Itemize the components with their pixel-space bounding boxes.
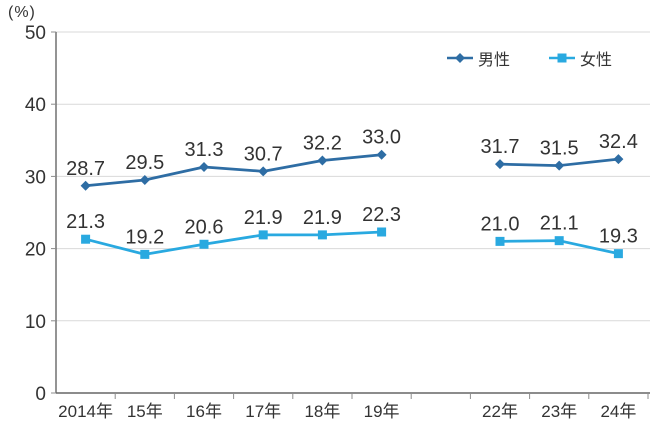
data-point-diamond bbox=[317, 155, 328, 166]
x-tick-label: 16年 bbox=[186, 402, 222, 421]
x-tick-label: 22年 bbox=[482, 402, 518, 421]
male-series-marker-icon bbox=[447, 53, 473, 63]
x-tick-label: 18年 bbox=[304, 402, 340, 421]
data-point-square bbox=[140, 249, 150, 259]
data-label: 30.7 bbox=[244, 143, 283, 165]
data-point-square bbox=[554, 236, 564, 246]
data-label: 19.2 bbox=[125, 226, 164, 248]
data-point-square bbox=[258, 230, 268, 240]
y-tick-label: 0 bbox=[35, 384, 46, 405]
data-label: 31.5 bbox=[540, 138, 579, 160]
y-tick-label: 10 bbox=[25, 312, 46, 333]
data-label: 21.9 bbox=[303, 207, 342, 229]
data-point-diamond bbox=[80, 180, 91, 191]
legend: 男性 女性 bbox=[446, 46, 612, 70]
y-tick-label: 20 bbox=[25, 240, 46, 261]
data-label: 21.0 bbox=[481, 213, 520, 235]
x-tick-label: 15年 bbox=[127, 402, 163, 421]
y-tick-label: 30 bbox=[25, 167, 46, 188]
data-label: 31.3 bbox=[185, 139, 224, 161]
series-female: 21.3 19.2 20.6 21.9 21.9 22.3 21.0 21.1 19.3 bbox=[66, 204, 638, 259]
x-tick-label: 17年 bbox=[245, 402, 281, 421]
data-point-diamond bbox=[376, 149, 387, 160]
gridlines bbox=[56, 31, 650, 322]
data-label: 28.7 bbox=[66, 158, 105, 180]
data-point-diamond bbox=[495, 159, 505, 170]
data-point-diamond bbox=[199, 162, 209, 173]
data-label: 20.6 bbox=[185, 216, 224, 238]
x-axis: 2014年 15年 16年 17年 18年 19年 22年 23年 24年 bbox=[56, 392, 650, 421]
data-label: 21.1 bbox=[540, 213, 579, 235]
series-male: 28.7 29.5 31.3 30.7 32.2 33.0 31.7 31.5 32.4 bbox=[66, 127, 638, 191]
data-label: 32.2 bbox=[303, 133, 342, 155]
data-label: 22.3 bbox=[362, 204, 401, 226]
data-label: 31.7 bbox=[481, 136, 520, 158]
data-point-diamond bbox=[613, 154, 624, 165]
y-tick-label: 40 bbox=[25, 95, 46, 116]
data-point-square bbox=[317, 230, 327, 240]
y-axis: 0 10 20 30 40 50 bbox=[25, 23, 57, 405]
data-label: 33.0 bbox=[362, 127, 401, 149]
x-tick-label: 2014年 bbox=[58, 402, 113, 421]
legend-item-female: 女性 bbox=[548, 46, 612, 70]
data-point-square bbox=[377, 227, 387, 237]
data-point-diamond bbox=[139, 175, 150, 186]
x-tick-label: 24年 bbox=[600, 402, 636, 421]
data-label: 29.5 bbox=[125, 152, 164, 174]
y-tick-label: 50 bbox=[25, 23, 46, 44]
data-label: 21.9 bbox=[244, 207, 283, 229]
data-point-square bbox=[81, 234, 91, 244]
data-label: 32.4 bbox=[599, 131, 638, 153]
y-axis-unit-label: (%) bbox=[8, 4, 36, 21]
data-point-square bbox=[613, 249, 623, 259]
data-label: 21.3 bbox=[66, 211, 105, 233]
data-point-diamond bbox=[258, 166, 269, 177]
data-point-diamond bbox=[554, 160, 565, 171]
legend-label-female: 女性 bbox=[580, 52, 613, 69]
legend-item-male: 男性 bbox=[446, 46, 510, 70]
female-series-marker-icon bbox=[549, 53, 576, 63]
data-label: 19.3 bbox=[599, 226, 638, 248]
data-point-square bbox=[495, 236, 505, 246]
data-point-square bbox=[199, 239, 209, 249]
legend-label-male: 男性 bbox=[478, 52, 511, 69]
x-tick-label: 23年 bbox=[541, 402, 577, 421]
x-tick-label: 19年 bbox=[364, 402, 400, 421]
